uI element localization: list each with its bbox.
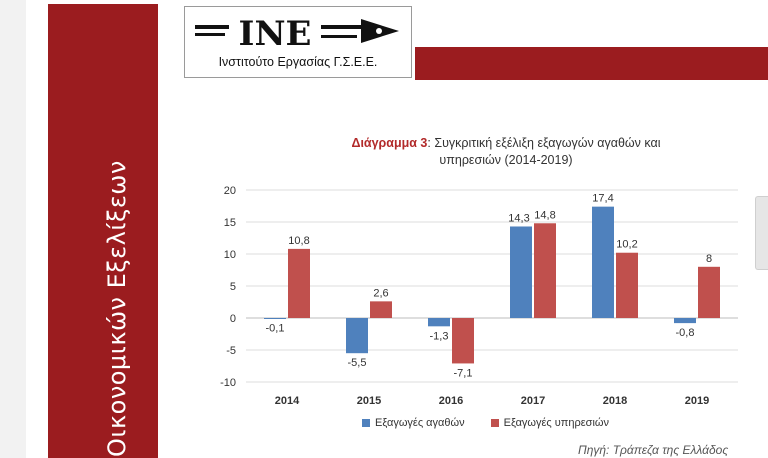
- x-tick-label: 2014: [275, 395, 300, 407]
- x-tick-label: 2017: [521, 395, 545, 407]
- legend-swatch-services: [490, 419, 499, 427]
- sidebar-title: Οικονομικών Εξελίξεων: [103, 160, 131, 457]
- bar-goods: [510, 226, 532, 318]
- bar-services: [452, 318, 474, 364]
- chart-title-lead: Διάγραμμα 3: [351, 136, 428, 150]
- y-tick-label: -5: [226, 345, 236, 357]
- chart-legend: Εξαγωγές αγαθών Εξαγωγές υπηρεσιών: [362, 417, 609, 429]
- pen-nib-icon: INE: [195, 14, 399, 53]
- x-tick-label: 2018: [603, 395, 627, 407]
- chart-title-line2: υπηρεσιών (2014-2019): [439, 153, 573, 167]
- data-label: 8: [706, 253, 712, 265]
- sidebar-band: [48, 4, 158, 458]
- y-tick-label: -10: [220, 377, 236, 389]
- logo-caption: Ινστιτούτο Εργασίας Γ.Σ.Ε.Ε.: [218, 55, 378, 69]
- bar-goods: [428, 318, 450, 327]
- data-label: 2,6: [373, 287, 388, 299]
- bar-goods: [592, 206, 614, 318]
- logo-mark-text: INE: [239, 14, 312, 53]
- data-label: -7,1: [454, 367, 473, 379]
- bar-goods: [346, 318, 368, 354]
- scroll-handle[interactable]: [755, 196, 768, 270]
- bar-goods: [264, 318, 286, 319]
- chart-title: Διάγραμμα 3: Συγκριτική εξέλιξη εξαγωγών…: [256, 135, 756, 169]
- bar-chart: -10 -5 0 5 10 15 20 -0,1 10,8 2014 -5,5 2,6 2015 -1,3…: [220, 185, 738, 407]
- legend-swatch-goods: [362, 419, 370, 427]
- legend-item-services: Εξαγωγές υπηρεσιών: [490, 417, 609, 429]
- legend-item-goods: Εξαγωγές αγαθών: [362, 417, 465, 429]
- header-bar: [415, 47, 768, 80]
- x-tick-label: 2016: [439, 395, 463, 407]
- bar-services: [698, 266, 720, 318]
- data-label: -1,3: [430, 330, 449, 342]
- data-label: 10,2: [616, 239, 637, 251]
- data-label: -0,8: [676, 327, 695, 339]
- y-tick-label: 15: [224, 217, 236, 229]
- data-label: -0,1: [266, 323, 285, 335]
- data-label: 14,3: [508, 212, 529, 224]
- y-tick-label: 0: [230, 313, 236, 325]
- x-tick-label: 2015: [357, 395, 381, 407]
- data-label: -5,5: [348, 357, 367, 369]
- logo: INE Ινστιτούτο Εργασίας Γ.Σ.Ε.Ε.: [184, 6, 412, 78]
- data-label: 10,8: [288, 235, 309, 247]
- source-note: Πηγή: Τράπεζα της Ελλάδος: [578, 443, 729, 457]
- y-tick-label: 20: [224, 185, 236, 197]
- data-label: 14,8: [534, 209, 555, 221]
- legend-label-services: Εξαγωγές υπηρεσιών: [503, 417, 609, 429]
- bar-services: [370, 301, 392, 318]
- y-tick-label: 5: [230, 281, 236, 293]
- bar-goods: [674, 318, 696, 324]
- bar-services: [616, 252, 638, 318]
- y-tick-label: 10: [224, 249, 236, 261]
- chart-title-rest: : Συγκριτική εξέλιξη εξαγωγών αγαθών και: [427, 136, 661, 150]
- bar-services: [534, 223, 556, 318]
- bar-services: [288, 248, 310, 318]
- x-tick-label: 2019: [685, 395, 709, 407]
- legend-label-goods: Εξαγωγές αγαθών: [375, 417, 465, 429]
- data-label: 17,4: [592, 193, 613, 205]
